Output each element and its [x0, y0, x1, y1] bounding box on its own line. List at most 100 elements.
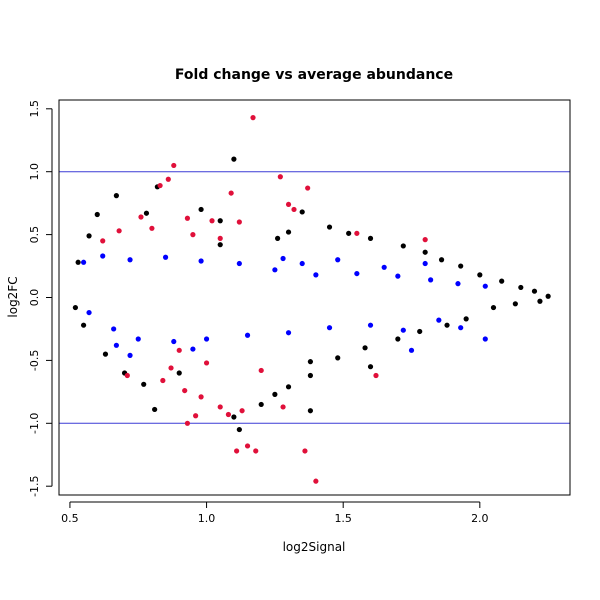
data-point — [141, 381, 147, 387]
y-tick-label: 1.0 — [28, 163, 41, 181]
x-tick-label: 0.5 — [61, 512, 79, 525]
data-point — [113, 342, 119, 348]
data-point — [482, 283, 488, 289]
data-point — [124, 372, 130, 379]
data-point — [176, 370, 182, 376]
data-point — [253, 448, 259, 454]
data-point — [198, 394, 204, 400]
data-point — [80, 322, 87, 328]
y-axis-label: log2FC — [6, 276, 20, 317]
data-point — [455, 281, 461, 287]
data-point — [236, 260, 242, 267]
data-point — [422, 249, 428, 255]
data-point — [477, 272, 483, 278]
data-point — [149, 225, 155, 231]
data-point — [184, 215, 191, 221]
data-point — [518, 284, 524, 291]
data-point — [463, 316, 469, 322]
data-point — [217, 218, 223, 224]
y-tick-label: 0.5 — [28, 226, 41, 244]
data-point — [326, 224, 333, 230]
data-point — [335, 355, 341, 361]
data-point — [367, 322, 374, 328]
data-point — [428, 277, 434, 283]
data-point — [277, 174, 283, 180]
data-point — [184, 420, 191, 426]
data-point — [291, 206, 297, 213]
data-point — [244, 332, 251, 338]
data-point — [531, 288, 538, 294]
data-point — [444, 322, 450, 328]
y-tick-label: -1.0 — [28, 413, 41, 434]
data-point — [190, 232, 196, 238]
data-point — [165, 176, 171, 182]
data-point — [422, 237, 428, 243]
data-point — [307, 408, 314, 414]
x-axis: 0.5 1.0 1.5 2.0 — [61, 501, 489, 525]
data-point — [395, 336, 401, 342]
data-point — [160, 377, 166, 384]
data-point — [190, 346, 196, 352]
y-tick-label: 1.5 — [28, 100, 41, 118]
x-tick-label: 1.0 — [198, 512, 216, 525]
data-point — [86, 233, 92, 239]
data-point — [436, 317, 442, 323]
data-point — [75, 259, 81, 265]
x-tick-label: 2.0 — [471, 512, 489, 525]
data-point — [285, 201, 292, 208]
data-point — [231, 156, 237, 162]
data-point — [272, 267, 278, 273]
data-point — [100, 238, 106, 244]
data-point — [193, 413, 199, 419]
data-point — [408, 347, 415, 353]
data-point — [100, 253, 106, 259]
data-point — [354, 230, 360, 236]
y-axis-label-group: log2FC — [6, 276, 20, 317]
data-point — [143, 210, 150, 216]
data-point — [400, 243, 406, 249]
data-point — [482, 336, 488, 342]
data-point — [285, 330, 292, 336]
data-point — [381, 264, 387, 270]
data-point — [307, 359, 314, 365]
data-point — [545, 293, 551, 299]
data-point — [346, 230, 352, 236]
data-point — [285, 229, 292, 235]
x-axis-label: log2Signal — [283, 540, 346, 554]
data-points — [72, 115, 551, 484]
data-point — [400, 327, 406, 333]
data-point — [111, 326, 117, 332]
data-point — [313, 272, 319, 278]
data-point — [116, 228, 122, 234]
y-axis: -1.5 -1.0 -0.5 0.0 0.5 1.0 1.5 — [28, 100, 53, 497]
data-point — [203, 360, 210, 366]
data-point — [236, 426, 242, 433]
data-point — [127, 257, 133, 263]
data-point — [228, 190, 234, 196]
reference-lines — [59, 171, 570, 424]
data-point — [94, 211, 100, 218]
data-point — [135, 336, 141, 342]
data-point — [231, 414, 237, 420]
data-point — [157, 182, 163, 189]
data-point — [417, 328, 423, 335]
data-point — [72, 304, 78, 311]
data-point — [275, 235, 281, 241]
data-point — [236, 219, 242, 225]
data-point — [537, 298, 543, 304]
data-point — [244, 443, 251, 449]
data-point — [422, 260, 428, 267]
data-point — [367, 364, 374, 370]
data-point — [171, 162, 177, 169]
y-tick-label: 0.0 — [28, 289, 41, 307]
data-point — [258, 401, 264, 408]
data-point — [302, 448, 308, 454]
data-point — [239, 408, 245, 414]
data-point — [354, 270, 360, 277]
data-point — [80, 259, 87, 265]
data-point — [280, 404, 286, 410]
data-point — [512, 301, 518, 307]
data-point — [458, 325, 464, 331]
data-point — [198, 258, 204, 264]
x-tick-label: 1.5 — [334, 512, 352, 525]
